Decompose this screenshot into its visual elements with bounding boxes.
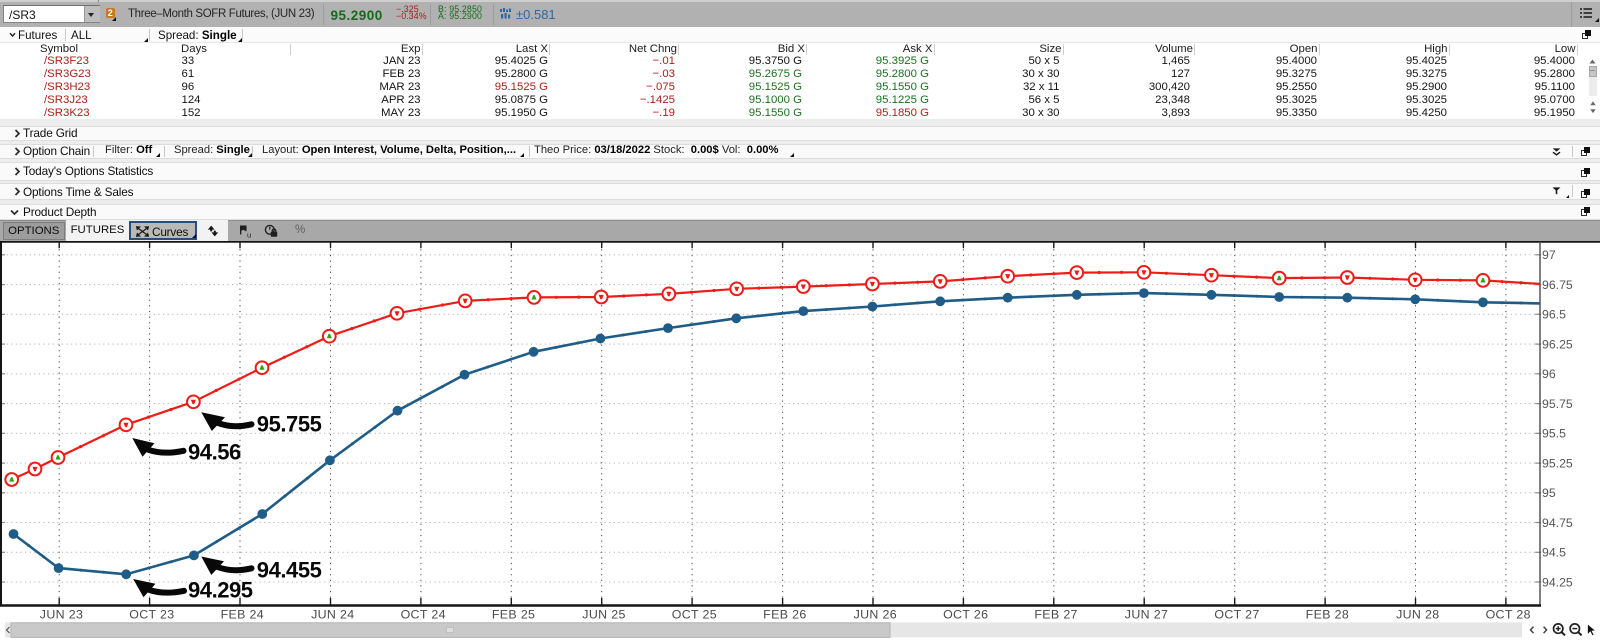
svg-text:JUN 28: JUN 28 (1396, 608, 1439, 622)
svg-text:JUN 25: JUN 25 (582, 608, 625, 622)
svg-text:94.455: 94.455 (257, 557, 322, 582)
svg-text:JUN 27: JUN 27 (1125, 608, 1168, 622)
svg-text:JUN 23: JUN 23 (40, 608, 83, 622)
svg-text:u: u (247, 230, 251, 238)
svg-text:JUN 26: JUN 26 (854, 608, 897, 622)
svg-text:95.5: 95.5 (1542, 427, 1566, 441)
svg-text:OCT 27: OCT 27 (1214, 608, 1259, 622)
svg-text:96: 96 (1542, 367, 1556, 381)
svg-text:97: 97 (1542, 248, 1556, 262)
svg-text:FEB 26: FEB 26 (763, 608, 806, 622)
svg-text:OCT 26: OCT 26 (943, 608, 988, 622)
svg-text:95.755: 95.755 (257, 411, 322, 436)
svg-text:94.25: 94.25 (1542, 575, 1573, 589)
svg-text:OCT 28: OCT 28 (1486, 608, 1531, 622)
svg-text:FEB 27: FEB 27 (1034, 608, 1077, 622)
svg-text:FEB 25: FEB 25 (492, 608, 535, 622)
svg-text:FEB 24: FEB 24 (221, 608, 264, 622)
svg-text:94.56: 94.56 (188, 439, 241, 464)
svg-text:94.295: 94.295 (188, 578, 253, 603)
svg-text:96.25: 96.25 (1542, 338, 1573, 352)
svg-text:JUN 24: JUN 24 (311, 608, 354, 622)
svg-text:OCT 24: OCT 24 (401, 608, 446, 622)
svg-text:95.75: 95.75 (1542, 397, 1573, 411)
svg-text:OCT 25: OCT 25 (672, 608, 717, 622)
svg-text:94.5: 94.5 (1542, 546, 1566, 560)
svg-text:94.75: 94.75 (1542, 516, 1573, 530)
svg-text:96.75: 96.75 (1542, 278, 1573, 292)
svg-text:95.25: 95.25 (1542, 457, 1573, 471)
svg-text:OCT 23: OCT 23 (129, 608, 174, 622)
svg-text:FEB 28: FEB 28 (1306, 608, 1349, 622)
svg-text:96.5: 96.5 (1542, 308, 1566, 322)
svg-text:95: 95 (1542, 486, 1556, 500)
